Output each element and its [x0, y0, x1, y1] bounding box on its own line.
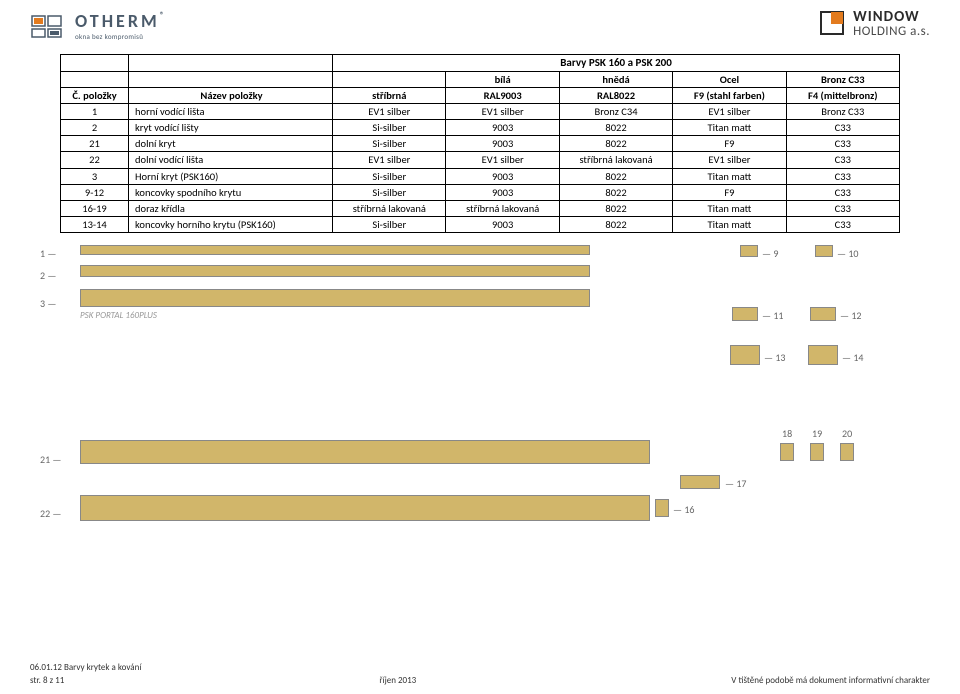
part-16	[655, 499, 669, 517]
doc-id: 06.01.12 Barvy krytek a kování	[30, 662, 930, 673]
col-hneda: hnědá	[559, 71, 672, 87]
col-bila: bílá	[446, 71, 559, 87]
profile-bar	[80, 265, 590, 277]
label-11: — 11	[762, 309, 783, 322]
column-header-row: Č. položky Název položky stříbrná RAL900…	[61, 87, 900, 103]
label-18: 18	[782, 427, 792, 440]
col-ocel: Ocel	[673, 71, 786, 87]
doc-note: V tištěné podobě má dokument informativn…	[731, 675, 930, 686]
table-row: 2kryt vodící lištySi-silber90038022Titan…	[61, 120, 900, 136]
label-1: 1 —	[40, 247, 56, 260]
profile-bar-21	[80, 440, 650, 464]
reg-mark: ®	[160, 10, 168, 21]
doc-date: říjen 2013	[379, 675, 416, 686]
table-title: Barvy PSK 160 a PSK 200	[333, 55, 900, 72]
label-14: — 14	[842, 351, 863, 364]
label-12: — 12	[840, 309, 861, 322]
wh-mark-icon	[819, 10, 847, 38]
col-name: Název položky	[129, 87, 333, 103]
part-18	[780, 443, 794, 461]
wh-line2: HOLDING a.s.	[853, 25, 930, 38]
otherm-mark-icon	[30, 12, 66, 40]
group-header-row: bílá hnědá Ocel Bronz C33	[61, 71, 900, 87]
part-14	[808, 345, 838, 365]
table-row: 21dolní krytSi-silber90038022F9C33	[61, 136, 900, 152]
label-16: — 16	[673, 503, 694, 516]
wh-line1: WINDOW	[853, 10, 930, 25]
profile-bar-22	[80, 495, 650, 521]
part-20	[840, 443, 854, 461]
part-10	[815, 245, 833, 257]
col-bronz: Bronz C33	[786, 71, 899, 87]
title-row: Barvy PSK 160 a PSK 200	[61, 55, 900, 72]
label-13: — 13	[764, 351, 785, 364]
brand-name: OTHERM®	[75, 10, 167, 32]
profile-bar	[80, 289, 590, 307]
label-9: — 9	[762, 247, 778, 260]
col-number: Č. položky	[61, 87, 129, 103]
label-22: 22 —	[40, 507, 61, 520]
table-row: 3Horní kryt (PSK160)Si-silber90038022Tit…	[61, 168, 900, 184]
logo-otherm: OTHERM® okna bez kompromisů	[30, 10, 167, 41]
table-row: 9-12koncovky spodního krytuSi-silber9003…	[61, 184, 900, 200]
part-13	[730, 345, 760, 365]
col-f9: F9 (stahl farben)	[673, 87, 786, 103]
brand-text: OTHERM	[75, 10, 160, 32]
part-9	[740, 245, 758, 257]
page-number: str. 8 z 11	[30, 675, 64, 686]
col-ral8022: RAL8022	[559, 87, 672, 103]
part-17	[680, 475, 720, 489]
label-21: 21 —	[40, 453, 61, 466]
col-f4: F4 (mittelbronz)	[786, 87, 899, 103]
label-10: — 10	[837, 247, 858, 260]
psk-portal-label: PSK PORTAL 160PLUS	[80, 310, 157, 321]
col-ral9003: RAL9003	[446, 87, 559, 103]
profile-diagram: 1 — 2 — 3 — PSK PORTAL 160PLUS — 9 — 10 …	[40, 245, 920, 555]
brand-tagline: okna bez kompromisů	[75, 32, 167, 41]
table-row: 13-14koncovky horního krytu (PSK160)Si-s…	[61, 216, 900, 232]
label-3: 3 —	[40, 297, 56, 310]
table-row: 22dolní vodící lištaEV1 silberEV1 silber…	[61, 152, 900, 168]
label-20: 20	[842, 427, 852, 440]
logo-window-holding: WINDOW HOLDING a.s.	[819, 10, 930, 38]
page-footer: 06.01.12 Barvy krytek a kování str. 8 z …	[30, 662, 930, 686]
table-row: 1horní vodící lištaEV1 silberEV1 silberB…	[61, 104, 900, 120]
page-header: OTHERM® okna bez kompromisů WINDOW HOLDI…	[0, 0, 960, 49]
part-12	[810, 307, 836, 321]
color-table: Barvy PSK 160 a PSK 200 bílá hnědá Ocel …	[60, 54, 900, 233]
part-11	[732, 307, 758, 321]
col-stribrna: stříbrná	[333, 87, 446, 103]
profile-bar	[80, 245, 590, 255]
label-2: 2 —	[40, 269, 56, 282]
label-19: 19	[812, 427, 822, 440]
part-19	[810, 443, 824, 461]
label-17: — 17	[725, 477, 746, 490]
table-row: 16-19doraz křídlastříbrná lakovanástříbr…	[61, 200, 900, 216]
